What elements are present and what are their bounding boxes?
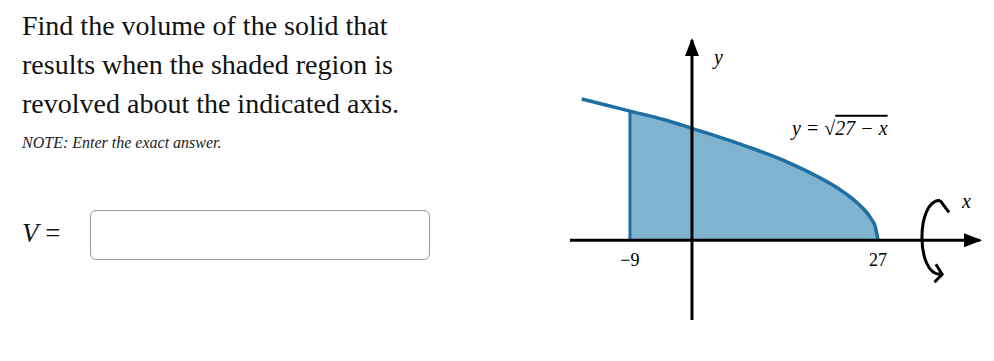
html-text:revolved about the indicated a: revolved about the indicated axis. bbox=[22, 88, 400, 119]
svg-text:27: 27 bbox=[869, 250, 887, 270]
html-text:NOTE: Enter the exact answer.: NOTE: Enter the exact answer. bbox=[22, 134, 222, 151]
html-text:Find the volume of the solid t: Find the volume of the solid that bbox=[22, 10, 388, 41]
svg-text:y = √27 − x: y = √27 − x bbox=[790, 117, 888, 140]
svg-text:x: x bbox=[961, 190, 971, 212]
html-text:results when the shaded region: results when the shaded region is bbox=[22, 49, 393, 80]
svg-text:y: y bbox=[712, 46, 723, 69]
html-text:V =: V = bbox=[22, 218, 61, 248]
svg-text:−9: −9 bbox=[620, 250, 639, 270]
